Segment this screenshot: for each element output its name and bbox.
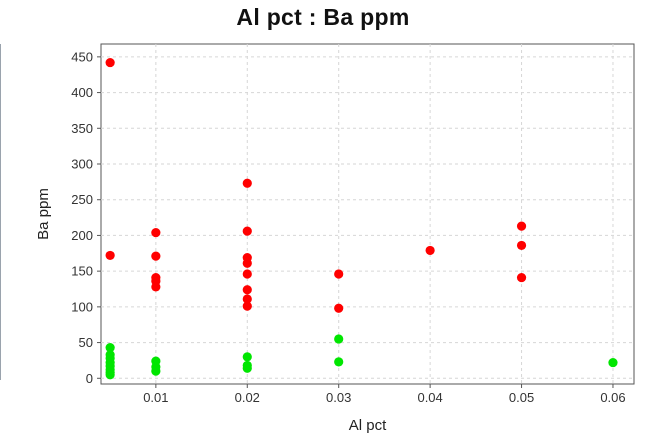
data-point bbox=[242, 285, 252, 295]
data-point bbox=[242, 269, 252, 279]
data-point bbox=[334, 303, 344, 313]
chart-title: Al pct : Ba ppm bbox=[236, 4, 410, 30]
data-point bbox=[516, 272, 527, 283]
x-tick-label: 0.02 bbox=[235, 390, 260, 405]
data-point bbox=[242, 226, 252, 236]
data-point bbox=[151, 251, 161, 261]
x-tick-label: 0.04 bbox=[417, 390, 442, 405]
data-point bbox=[242, 178, 252, 188]
y-tick-label: 350 bbox=[71, 121, 93, 136]
y-axis: 0 50 100 150 200 250 300 350 400 450 bbox=[71, 49, 101, 386]
data-point bbox=[105, 370, 115, 380]
data-point bbox=[334, 269, 344, 279]
data-point bbox=[425, 245, 435, 256]
y-tick-label: 300 bbox=[71, 157, 93, 172]
y-axis-label: Ba ppm bbox=[35, 188, 52, 240]
x-tick-label: 0.06 bbox=[600, 390, 625, 405]
data-point bbox=[242, 301, 252, 311]
plot-area bbox=[100, 43, 635, 385]
data-point bbox=[105, 57, 115, 68]
y-tick-label: 100 bbox=[71, 299, 93, 314]
x-axis: 0.01 0.02 0.03 0.04 0.05 0.06 bbox=[143, 384, 626, 405]
y-tick-label: 250 bbox=[71, 192, 93, 207]
data-point bbox=[242, 352, 252, 362]
data-point bbox=[105, 342, 115, 353]
y-tick-label: 0 bbox=[86, 371, 93, 386]
data-point bbox=[334, 334, 344, 344]
grid bbox=[101, 44, 634, 384]
x-axis-label: Al pct bbox=[349, 417, 387, 434]
x-tick-label: 0.01 bbox=[143, 390, 168, 405]
window-left-edge bbox=[0, 44, 1, 380]
data-point bbox=[105, 250, 115, 261]
data-point bbox=[516, 240, 527, 251]
y-tick-label: 400 bbox=[71, 85, 93, 100]
y-tick-label: 50 bbox=[79, 335, 93, 350]
data-point bbox=[242, 294, 252, 304]
y-tick-label: 150 bbox=[71, 264, 93, 279]
data-point bbox=[242, 258, 252, 268]
y-tick-label: 450 bbox=[71, 49, 93, 64]
data-point bbox=[151, 366, 161, 376]
data-point bbox=[151, 227, 161, 238]
data-point bbox=[516, 221, 527, 231]
data-point bbox=[242, 363, 252, 373]
data-point bbox=[608, 357, 618, 368]
data-points bbox=[105, 57, 618, 380]
x-tick-label: 0.05 bbox=[509, 390, 534, 405]
y-tick-label: 200 bbox=[71, 228, 93, 243]
data-point bbox=[334, 357, 344, 367]
x-tick-label: 0.03 bbox=[326, 390, 351, 405]
data-point bbox=[151, 282, 161, 292]
